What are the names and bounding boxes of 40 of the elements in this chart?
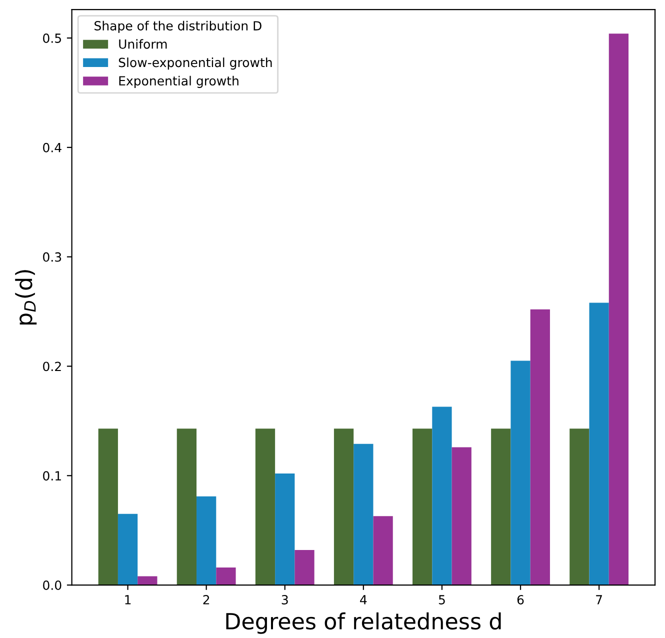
x-axis-title: Degrees of relatedness d — [226, 612, 501, 634]
bar — [196, 496, 216, 586]
bar — [275, 473, 295, 586]
x-tick-label: 4 — [360, 595, 367, 604]
legend-title: Shape of the distribution D — [94, 20, 262, 33]
x-tick-label: 7 — [596, 595, 602, 604]
bar — [255, 428, 276, 586]
bar — [589, 302, 609, 586]
bar — [452, 447, 472, 586]
bar — [570, 428, 590, 586]
bar — [432, 406, 452, 586]
bar — [98, 428, 118, 586]
bar — [491, 428, 511, 586]
bar — [294, 550, 314, 586]
x-tick-label: 3 — [282, 594, 288, 604]
x-tick-label: 1 — [125, 595, 131, 604]
y-axis-title: p$_{D}$(d) — [15, 270, 37, 325]
x-tick-label: 5 — [438, 595, 445, 604]
legend-label: Exponential growth — [119, 76, 238, 88]
legend-label: Uniform — [119, 39, 167, 49]
bar — [412, 428, 432, 586]
y-tick-label: 0.4 — [43, 142, 62, 152]
legend-label: Slow-exponential growth — [118, 58, 272, 70]
bar — [608, 34, 629, 586]
bar — [216, 568, 236, 586]
bar — [176, 428, 197, 586]
y-tick-label: 0.2 — [43, 362, 61, 372]
bar — [118, 514, 138, 586]
y-tick-label: 0.1 — [43, 471, 61, 481]
y-tick-label: 0.0 — [43, 580, 62, 590]
bar — [334, 428, 354, 586]
bar — [354, 444, 374, 586]
bar — [138, 576, 158, 586]
x-tick-label: 6 — [517, 594, 524, 604]
bar — [530, 309, 550, 586]
bar — [510, 360, 530, 586]
y-tick-label: 0.5 — [43, 33, 62, 43]
x-tick-label: 2 — [203, 594, 210, 604]
bar — [373, 516, 393, 586]
y-tick-label: 0.3 — [43, 252, 62, 262]
